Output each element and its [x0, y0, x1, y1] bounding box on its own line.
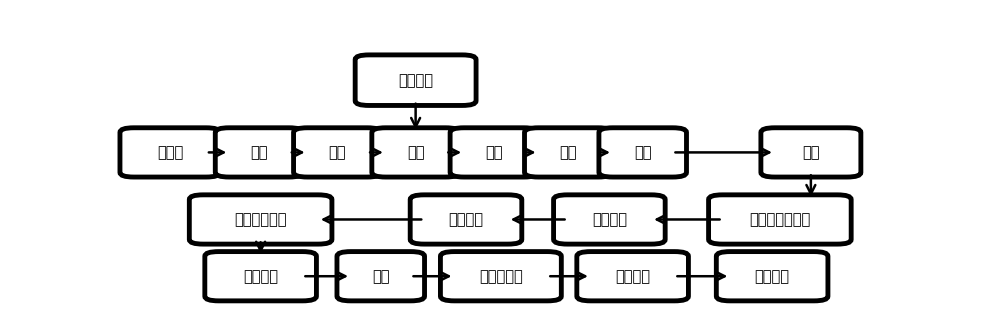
- FancyBboxPatch shape: [337, 252, 425, 301]
- FancyBboxPatch shape: [525, 128, 612, 177]
- FancyBboxPatch shape: [599, 128, 686, 177]
- FancyBboxPatch shape: [372, 128, 459, 177]
- Text: 冷冻除硫酸钠: 冷冻除硫酸钠: [234, 212, 287, 227]
- Text: 净化除杂: 净化除杂: [592, 212, 627, 227]
- Text: 冷却: 冷却: [634, 145, 651, 160]
- FancyBboxPatch shape: [205, 252, 316, 301]
- FancyBboxPatch shape: [410, 195, 522, 244]
- FancyBboxPatch shape: [577, 252, 688, 301]
- FancyBboxPatch shape: [294, 128, 381, 177]
- Text: 碳化: 碳化: [372, 269, 390, 284]
- Text: 调浆: 调浆: [802, 145, 820, 160]
- Text: 产品包装: 产品包装: [755, 269, 790, 284]
- FancyBboxPatch shape: [709, 195, 851, 244]
- Text: 蒸发浓缩: 蒸发浓缩: [243, 269, 278, 284]
- FancyBboxPatch shape: [554, 195, 665, 244]
- FancyBboxPatch shape: [450, 128, 538, 177]
- FancyBboxPatch shape: [189, 195, 332, 244]
- Text: 气流粉碎: 气流粉碎: [615, 269, 650, 284]
- FancyBboxPatch shape: [716, 252, 828, 301]
- FancyBboxPatch shape: [355, 55, 476, 106]
- FancyBboxPatch shape: [120, 128, 220, 177]
- FancyBboxPatch shape: [215, 128, 303, 177]
- Text: 锂聚合物: 锂聚合物: [398, 73, 433, 88]
- Text: 浸出、过滤洗涤: 浸出、过滤洗涤: [749, 212, 810, 227]
- Text: 苛化除杂: 苛化除杂: [448, 212, 484, 227]
- Text: 离心、干燥: 离心、干燥: [479, 269, 523, 284]
- Text: 锂辉石: 锂辉石: [157, 145, 183, 160]
- Text: 球磨: 球磨: [485, 145, 503, 160]
- Text: 煅烧: 煅烧: [250, 145, 268, 160]
- Text: 冷却: 冷却: [329, 145, 346, 160]
- FancyBboxPatch shape: [440, 252, 561, 301]
- FancyBboxPatch shape: [761, 128, 861, 177]
- Text: 酸化: 酸化: [560, 145, 577, 160]
- Text: 破碎: 破碎: [407, 145, 424, 160]
